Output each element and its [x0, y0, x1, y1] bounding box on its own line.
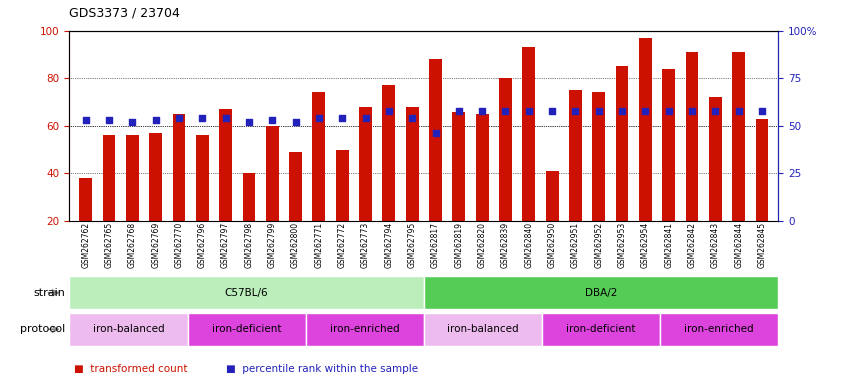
Point [288, 119, 302, 125]
Bar [360, 107, 372, 221]
Text: C57BL/6: C57BL/6 [225, 288, 268, 298]
Bar [424, 313, 542, 346]
Bar [662, 69, 675, 221]
Bar [219, 109, 232, 221]
Point [149, 117, 162, 123]
Bar [733, 52, 745, 221]
Point [195, 115, 209, 121]
Point [359, 115, 372, 121]
Point [336, 115, 349, 121]
Point [615, 108, 629, 114]
Bar [406, 107, 419, 221]
Text: iron-enriched: iron-enriched [684, 324, 754, 334]
Point [429, 130, 442, 136]
Point [709, 108, 722, 114]
Bar [188, 313, 305, 346]
Point [173, 115, 186, 121]
Text: DBA/2: DBA/2 [585, 288, 618, 298]
Point [266, 117, 279, 123]
Text: ■  transformed count: ■ transformed count [74, 364, 187, 374]
Point [312, 115, 326, 121]
Point [592, 108, 606, 114]
Point [498, 108, 512, 114]
Bar [685, 52, 699, 221]
Bar [709, 97, 722, 221]
Point [685, 108, 699, 114]
Text: iron-balanced: iron-balanced [93, 324, 164, 334]
Text: iron-balanced: iron-balanced [448, 324, 519, 334]
Bar [69, 276, 424, 309]
Bar [126, 135, 139, 221]
Text: iron-deficient: iron-deficient [212, 324, 282, 334]
Bar [382, 85, 395, 221]
Bar [196, 135, 209, 221]
Bar [80, 178, 92, 221]
Bar [305, 313, 424, 346]
Bar [336, 149, 349, 221]
Bar [173, 114, 185, 221]
Point [662, 108, 675, 114]
Text: iron-enriched: iron-enriched [330, 324, 399, 334]
Text: ■  percentile rank within the sample: ■ percentile rank within the sample [226, 364, 418, 374]
Bar [522, 47, 536, 221]
Bar [243, 173, 255, 221]
Text: protocol: protocol [20, 324, 65, 334]
Point [79, 117, 92, 123]
Point [639, 108, 652, 114]
Point [102, 117, 116, 123]
Bar [312, 93, 326, 221]
Bar [289, 152, 302, 221]
Bar [475, 114, 488, 221]
Text: GDS3373 / 23704: GDS3373 / 23704 [69, 6, 180, 19]
Bar [616, 66, 629, 221]
Point [219, 115, 233, 121]
Bar [592, 93, 605, 221]
Point [755, 108, 769, 114]
Point [732, 108, 745, 114]
Bar [755, 119, 768, 221]
Point [546, 108, 559, 114]
Text: iron-deficient: iron-deficient [566, 324, 636, 334]
Bar [102, 135, 115, 221]
Bar [639, 38, 651, 221]
Point [242, 119, 255, 125]
Bar [660, 313, 778, 346]
Bar [266, 126, 278, 221]
Bar [429, 59, 442, 221]
Bar [424, 276, 778, 309]
Point [125, 119, 139, 125]
Point [405, 115, 419, 121]
Bar [542, 313, 660, 346]
Bar [149, 133, 162, 221]
Point [522, 108, 536, 114]
Point [475, 108, 489, 114]
Point [569, 108, 582, 114]
Point [452, 108, 465, 114]
Bar [546, 171, 558, 221]
Point [382, 108, 396, 114]
Text: strain: strain [33, 288, 65, 298]
Bar [69, 313, 188, 346]
Bar [453, 111, 465, 221]
Bar [499, 78, 512, 221]
Bar [569, 90, 582, 221]
